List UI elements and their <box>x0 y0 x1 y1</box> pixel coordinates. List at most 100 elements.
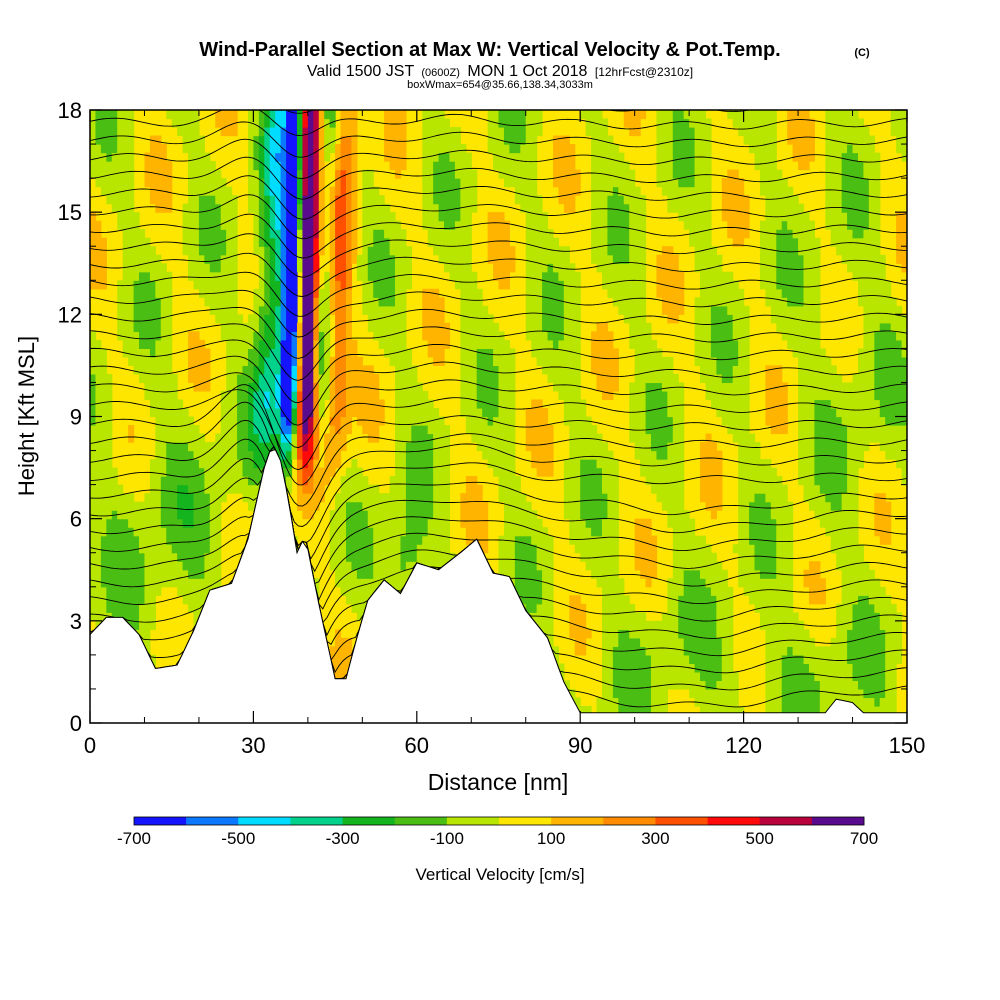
velocity-cell <box>231 246 238 256</box>
velocity-cell <box>378 322 385 332</box>
velocity-cell <box>269 186 276 196</box>
velocity-cell <box>384 246 391 256</box>
velocity-cell <box>563 501 570 511</box>
velocity-cell <box>623 161 630 171</box>
velocity-cell <box>90 220 97 230</box>
velocity-cell <box>133 314 140 324</box>
velocity-cell <box>149 356 156 367</box>
velocity-cell <box>416 467 423 477</box>
velocity-cell <box>416 501 423 511</box>
velocity-cell <box>247 390 254 401</box>
velocity-cell <box>536 399 543 409</box>
velocity-cell <box>367 433 374 443</box>
velocity-cell <box>438 450 445 460</box>
velocity-cell <box>395 527 402 537</box>
velocity-cell <box>395 127 402 137</box>
velocity-cell <box>503 552 510 562</box>
velocity-cell <box>313 297 320 307</box>
velocity-cell <box>188 586 195 596</box>
velocity-cell <box>395 484 402 494</box>
velocity-cell <box>389 552 396 562</box>
velocity-cell <box>460 365 467 375</box>
velocity-cell <box>471 390 478 401</box>
velocity-cell <box>634 186 641 196</box>
velocity-cell <box>237 416 244 426</box>
velocity-cell <box>629 263 636 273</box>
velocity-cell <box>111 144 118 154</box>
velocity-cell <box>188 195 195 205</box>
velocity-cell <box>122 152 129 162</box>
velocity-cell <box>454 127 461 137</box>
velocity-cell <box>612 510 619 520</box>
velocity-cell <box>591 467 598 477</box>
velocity-cell <box>106 544 113 554</box>
velocity-cell <box>226 246 233 256</box>
velocity-cell <box>612 144 619 154</box>
velocity-cell <box>253 297 260 307</box>
velocity-cell <box>237 390 244 401</box>
velocity-cell <box>438 237 445 247</box>
velocity-cell <box>335 178 342 188</box>
velocity-cell <box>563 493 570 503</box>
velocity-cell <box>340 484 347 494</box>
velocity-cell <box>563 305 570 315</box>
velocity-cell <box>465 263 472 273</box>
velocity-cell <box>340 493 347 503</box>
velocity-cell <box>444 263 451 273</box>
velocity-cell <box>563 271 570 281</box>
velocity-cell <box>509 348 516 358</box>
velocity-cell <box>395 501 402 511</box>
velocity-cell <box>422 135 429 145</box>
velocity-cell <box>503 144 510 154</box>
velocity-cell <box>324 467 331 477</box>
velocity-cell <box>286 322 293 332</box>
velocity-cell <box>634 237 641 247</box>
velocity-cell <box>166 305 173 315</box>
velocity-cell <box>629 254 636 264</box>
velocity-cell <box>433 544 440 554</box>
velocity-cell <box>307 510 314 520</box>
velocity-cell <box>634 246 641 256</box>
velocity-cell <box>356 578 363 588</box>
velocity-cell <box>422 476 429 486</box>
velocity-cell <box>139 578 146 588</box>
velocity-cell <box>155 178 162 188</box>
velocity-cell <box>286 263 293 273</box>
velocity-cell <box>269 331 276 341</box>
velocity-cell <box>367 305 374 315</box>
velocity-cell <box>231 356 238 367</box>
velocity-cell <box>351 144 358 154</box>
velocity-cell <box>215 442 222 452</box>
velocity-cell <box>204 195 211 205</box>
velocity-cell <box>188 552 195 562</box>
velocity-cell <box>160 493 167 503</box>
velocity-cell <box>629 186 636 196</box>
velocity-cell <box>345 152 353 162</box>
velocity-cell <box>345 263 353 273</box>
velocity-cell <box>122 110 129 120</box>
velocity-cell <box>198 382 205 392</box>
velocity-cell <box>634 620 641 630</box>
velocity-cell <box>155 390 162 401</box>
velocity-cell <box>525 110 532 120</box>
velocity-cell <box>90 595 97 605</box>
velocity-cell <box>264 297 271 307</box>
velocity-cell <box>640 271 647 281</box>
velocity-cell <box>133 220 140 230</box>
velocity-cell <box>345 399 353 409</box>
velocity-cell <box>503 569 510 579</box>
velocity-cell <box>444 484 451 494</box>
velocity-cell <box>182 535 189 545</box>
velocity-cell <box>591 178 598 188</box>
velocity-cell <box>411 407 418 418</box>
velocity-cell <box>128 493 135 503</box>
velocity-cell <box>307 305 314 315</box>
velocity-cell <box>547 637 554 647</box>
velocity-cell <box>166 484 173 494</box>
velocity-cell <box>601 688 609 699</box>
velocity-cell <box>601 195 609 205</box>
velocity-cell <box>465 339 472 349</box>
velocity-cell <box>607 510 614 520</box>
velocity-cell <box>106 467 113 477</box>
velocity-cell <box>324 459 331 469</box>
